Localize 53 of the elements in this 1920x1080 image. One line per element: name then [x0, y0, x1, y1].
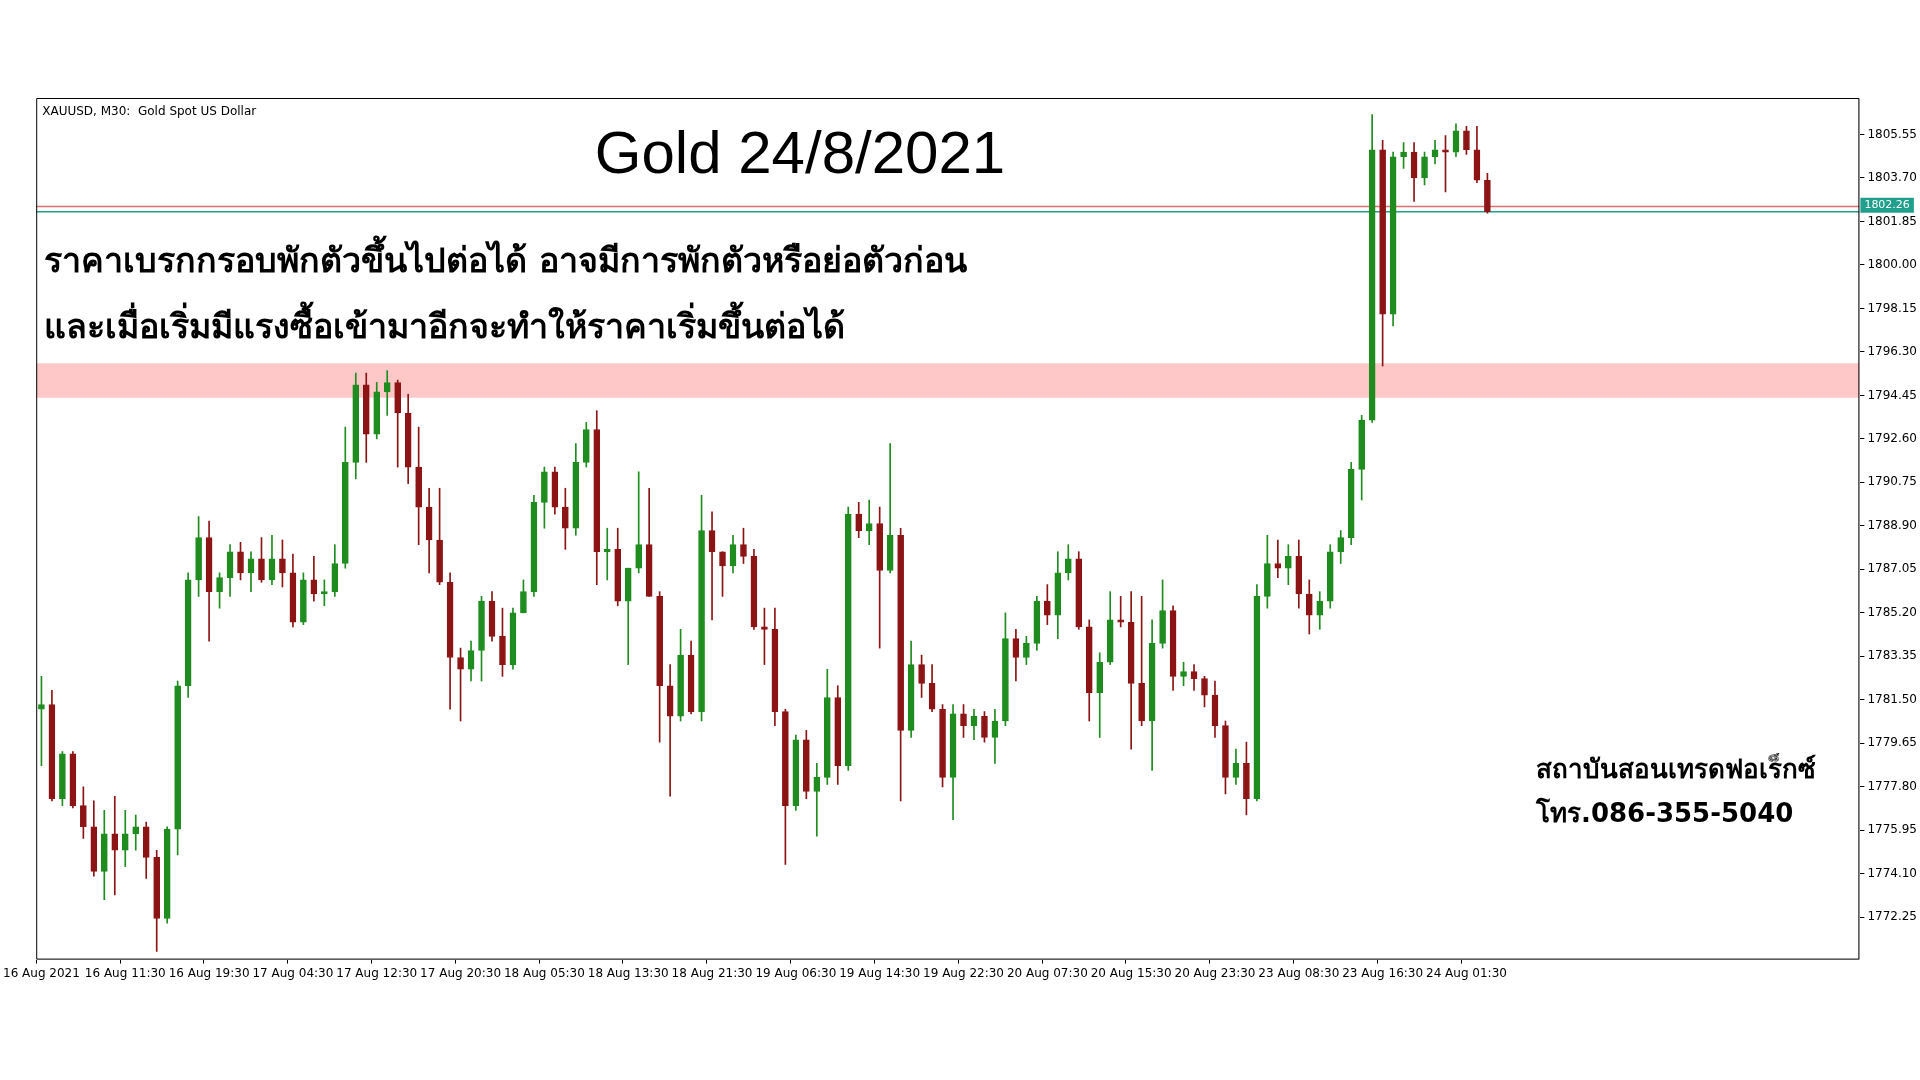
- y-tick-label: 1781.50: [1867, 691, 1917, 706]
- y-tick-label: 1774.10: [1867, 865, 1917, 880]
- x-tick-label: 17 Aug 04:30: [252, 965, 334, 980]
- x-tick-label: 16 Aug 11:30: [84, 965, 166, 980]
- y-tick-label: 1798.15: [1867, 300, 1917, 315]
- y-tick-label: 1783.35: [1867, 648, 1917, 663]
- x-tick-label: 18 Aug 13:30: [587, 965, 669, 980]
- x-tick-label: 20 Aug 23:30: [1174, 965, 1256, 980]
- y-tick-label: 1794.45: [1867, 387, 1917, 402]
- candlestick: [132, 814, 140, 851]
- annotation: โทร.086-355-5040: [1535, 797, 1794, 828]
- candlestick: [635, 471, 643, 574]
- y-tick-label: 1796.30: [1867, 344, 1917, 359]
- y-tick-label: 1803.70: [1867, 170, 1917, 185]
- annotation: สถาบันสอนเทรดฟอเร็กซ์: [1536, 753, 1816, 784]
- x-tick-label: 19 Aug 06:30: [755, 965, 837, 980]
- y-tick-label: 1790.75: [1867, 474, 1917, 489]
- y-tick-label: 1792.60: [1867, 431, 1917, 445]
- x-tick-label: 23 Aug 16:30: [1342, 965, 1424, 980]
- y-tick-label: 1777.80: [1867, 778, 1917, 793]
- candlestick: [1117, 596, 1125, 628]
- candlestick: [1274, 539, 1282, 578]
- x-tick-label: 16 Aug 2021: [3, 965, 80, 980]
- y-tick-label: 1788.90: [1867, 517, 1917, 532]
- candlestick: [813, 762, 821, 837]
- y-tick-label: 1779.65: [1867, 735, 1917, 750]
- x-tick-label: 17 Aug 20:30: [420, 965, 502, 980]
- x-tick-label: 18 Aug 21:30: [671, 965, 753, 980]
- chart-title: Gold 24/8/2021: [594, 119, 1006, 186]
- x-tick-label: 20 Aug 15:30: [1090, 965, 1172, 980]
- ref-line-label: 1802.26: [1864, 198, 1910, 212]
- y-tick-label: 1775.95: [1867, 822, 1917, 837]
- x-tick-label: 24 Aug 01:30: [1425, 965, 1507, 980]
- x-tick-label: 19 Aug 22:30: [923, 965, 1004, 980]
- candlestick: [383, 370, 391, 416]
- y-tick-label: 1801.85: [1867, 213, 1917, 228]
- x-tick-label: 16 Aug 19:30: [168, 965, 250, 980]
- x-tick-label: 17 Aug 12:30: [336, 965, 418, 980]
- y-tick-label: 1805.55: [1867, 126, 1917, 141]
- x-tick-label: 23 Aug 08:30: [1258, 965, 1340, 980]
- y-tick-label: 1787.05: [1867, 561, 1917, 576]
- x-tick-label: 19 Aug 14:30: [839, 965, 921, 980]
- x-tick-label: 18 Aug 05:30: [503, 965, 585, 980]
- annotation: และเมื่อเริ่มมีแรงซื้อเข้ามาอีกจะทำให้ราคาเริ่มขึ้นต่อได้: [44, 301, 846, 346]
- candlestick: [111, 795, 119, 896]
- y-tick-label: 1800.00: [1867, 257, 1917, 272]
- annotation: XAUUSD, M30: Gold Spot US Dollar: [42, 104, 257, 118]
- candlestick: [603, 527, 611, 581]
- y-tick-label: 1772.25: [1867, 909, 1917, 924]
- x-tick-label: 20 Aug 07:30: [1006, 965, 1088, 980]
- y-tick-label: 1785.20: [1867, 604, 1917, 619]
- candlestick: [865, 499, 873, 545]
- annotation: ราคาเบรกกรอบพักตัวขึ้นไปต่อได้ อาจมีการพักตัวหรือย่อตัวก่อน: [44, 235, 968, 280]
